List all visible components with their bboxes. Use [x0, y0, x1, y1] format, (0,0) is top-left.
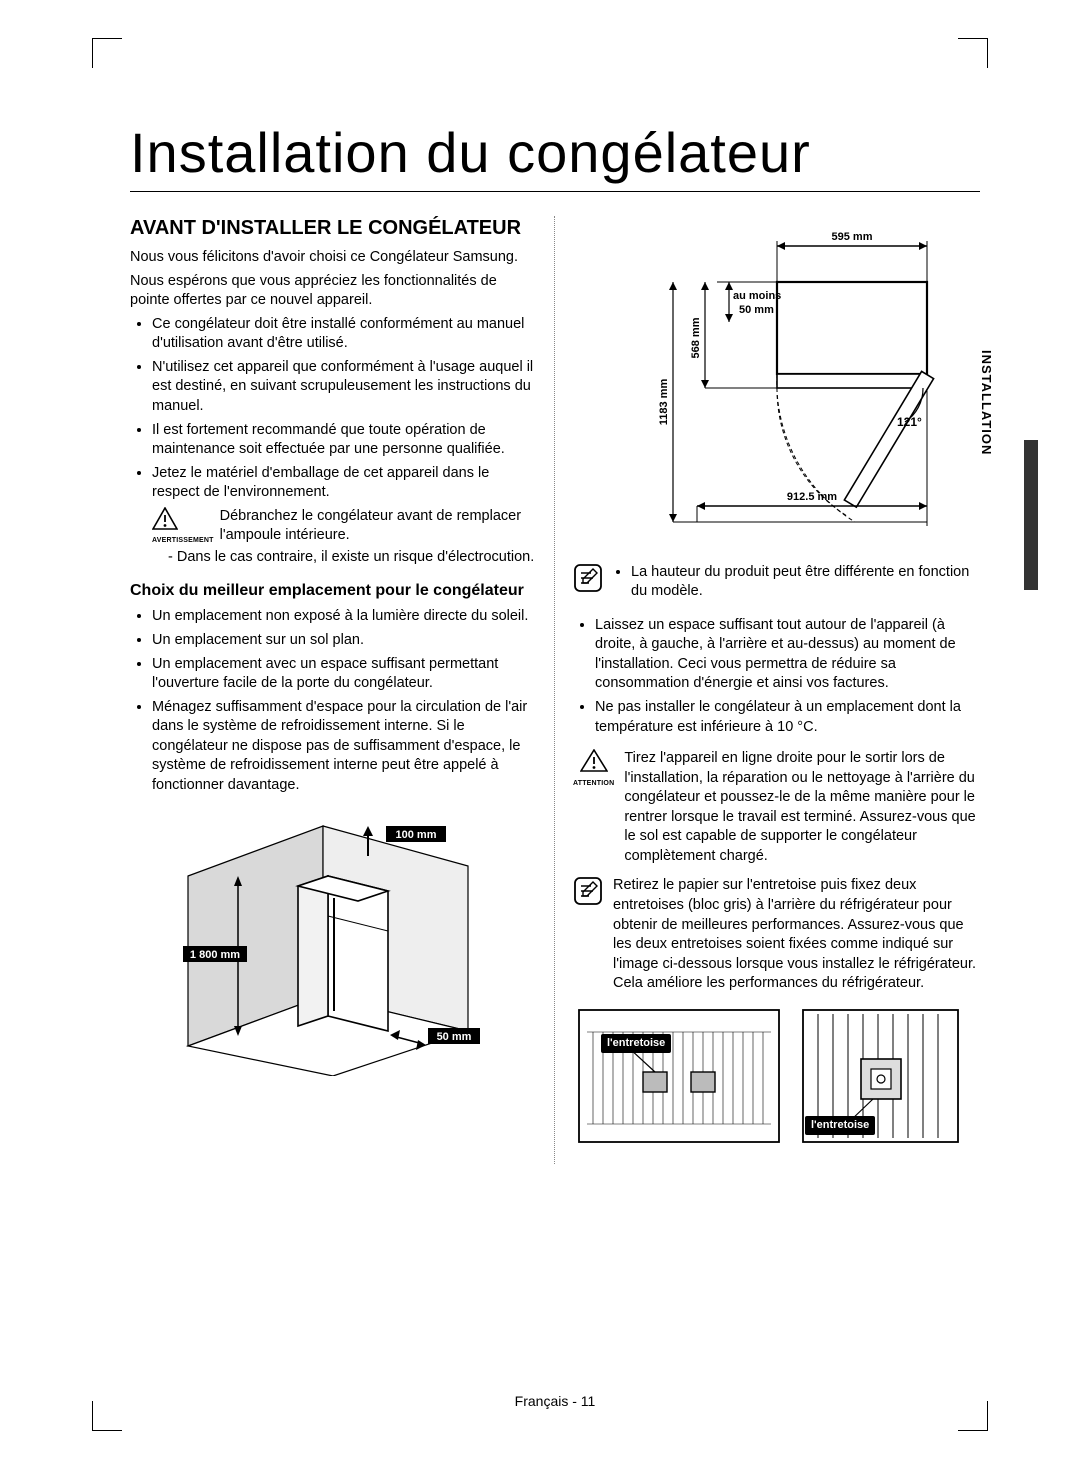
side-tab: INSTALLATION — [994, 310, 1030, 730]
note-text: La hauteur du produit peut être différen… — [631, 563, 980, 602]
crop-mark — [92, 1401, 122, 1431]
clearance-figure: 100 mm 1 800 mm 50 mm — [130, 806, 536, 1083]
bullet-list: Un emplacement non exposé à la lumière d… — [130, 607, 536, 795]
door-swing-figure: 595 mm au moins 50 mm 56 — [573, 226, 980, 553]
page-title: Installation du congélateur — [130, 120, 980, 192]
dim-depth: 1183 mm — [658, 379, 670, 426]
list-item: Ce congélateur doit être installé confor… — [152, 315, 536, 354]
warning-block: AVERTISSEMENT Débranchez le congélateur … — [130, 507, 536, 546]
list-item: N'utilisez cet appareil que conformément… — [152, 358, 536, 417]
bullet-list: Laissez un espace suffisant tout autour … — [573, 616, 980, 737]
spacer-label: l'entretoise — [805, 1116, 875, 1135]
list-item: Ne pas installer le congélateur à un emp… — [595, 698, 980, 737]
crop-mark — [92, 38, 122, 68]
note-block: La hauteur du produit peut être différen… — [573, 563, 980, 606]
page-footer: Français - 11 — [130, 1393, 980, 1409]
dim-gap-label: au moins — [733, 290, 781, 302]
dim-gap-value: 50 mm — [739, 304, 774, 316]
dim-angle: 121° — [897, 415, 922, 429]
list-item: Jetez le matériel d'emballage de cet app… — [152, 464, 536, 503]
note-icon — [573, 563, 603, 600]
list-item: Laissez un espace suffisant tout autour … — [595, 616, 980, 694]
dim-hinge-depth: 568 mm — [690, 317, 702, 358]
list-item: Ménagez suffisamment d'espace pour la ci… — [152, 698, 536, 796]
warning-text: Débranchez le congélateur avant de rempl… — [220, 507, 536, 546]
bullet-list: Ce congélateur doit être installé confor… — [130, 315, 536, 503]
dim-top: 100 mm — [396, 829, 437, 841]
attention-block: ATTENTION Tirez l'appareil en ligne droi… — [573, 749, 980, 866]
list-item: Dans le cas contraire, il existe un risq… — [168, 548, 536, 568]
side-tab-label: INSTALLATION — [979, 350, 994, 455]
dim-swing: 912.5 mm — [786, 491, 836, 503]
spacer-figure: l'entretoise l'entretoise — [573, 1004, 980, 1154]
subsection-heading: Choix du meilleur emplacement pour le co… — [130, 581, 536, 601]
dim-side: 50 mm — [437, 1031, 472, 1043]
list-item: Un emplacement avec un espace suffisant … — [152, 655, 536, 694]
section-heading: AVANT D'INSTALLER LE CONGÉLATEUR — [130, 216, 536, 240]
intro-text: Nous espérons que vous appréciez les fon… — [130, 272, 536, 311]
warning-icon: ATTENTION — [573, 749, 614, 787]
attention-text: Tirez l'appareil en ligne droite pour le… — [624, 749, 980, 866]
page-content: Installation du congélateur INSTALLATION… — [130, 120, 980, 1409]
crop-mark — [958, 38, 988, 68]
dim-width: 595 mm — [831, 231, 872, 243]
right-column: 595 mm au moins 50 mm 56 — [555, 216, 980, 1164]
warning-label: AVERTISSEMENT — [152, 537, 214, 544]
dim-height: 1 800 mm — [190, 949, 240, 961]
note-icon — [573, 876, 603, 913]
note-text: Retirez le papier sur l'entretoise puis … — [613, 876, 980, 993]
spacer-label: l'entretoise — [601, 1034, 671, 1053]
intro-text: Nous vous félicitons d'avoir choisi ce C… — [130, 248, 536, 268]
attention-label: ATTENTION — [573, 780, 614, 787]
left-column: AVANT D'INSTALLER LE CONGÉLATEUR Nous vo… — [130, 216, 555, 1164]
side-tab-accent — [1024, 440, 1038, 590]
list-item: Il est fortement recommandé que toute op… — [152, 421, 536, 460]
warning-sublist: Dans le cas contraire, il existe un risq… — [130, 548, 536, 568]
warning-icon: AVERTISSEMENT — [152, 507, 214, 545]
list-item: Un emplacement sur un sol plan. — [152, 631, 536, 651]
list-item: Un emplacement non exposé à la lumière d… — [152, 607, 536, 627]
note-block: Retirez le papier sur l'entretoise puis … — [573, 876, 980, 993]
